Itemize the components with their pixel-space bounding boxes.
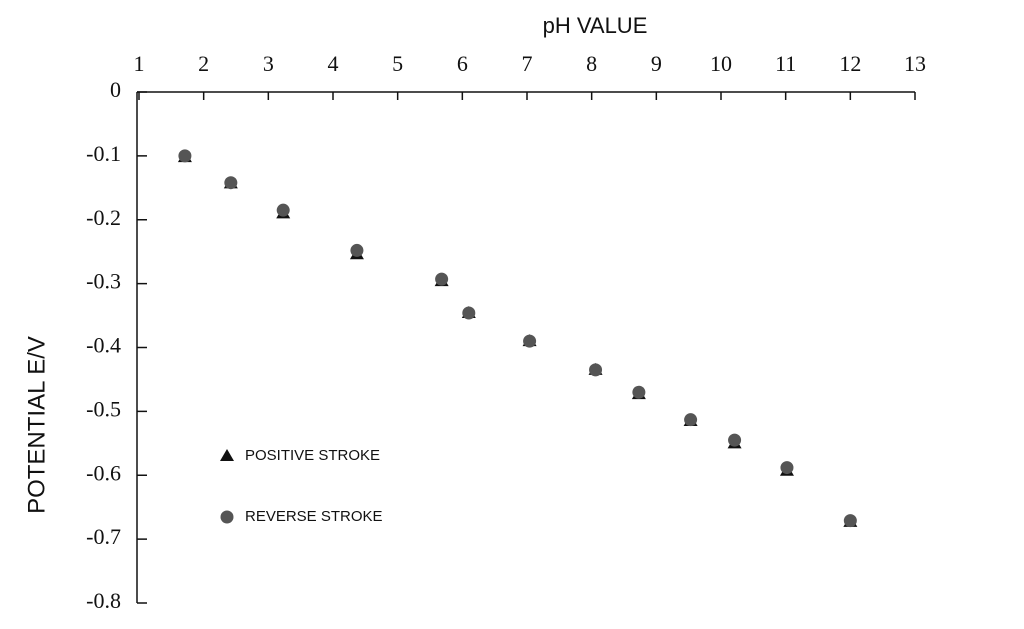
circle-marker [435,272,449,286]
y-tick-label: -0.7 [86,524,121,549]
circle-marker [178,149,192,163]
x-tick-label: 8 [586,51,597,76]
y-tick-label: -0.5 [86,396,121,421]
circle-marker [843,514,857,528]
y-tick-label: 0 [110,77,121,102]
legend-label: POSITIVE STROKE [245,447,380,464]
circle-marker [224,176,238,190]
circle-marker [684,413,698,427]
circle-marker [350,243,364,257]
circle-marker [276,203,290,217]
x-tick-label: 1 [134,51,145,76]
x-tick-label: 7 [522,51,533,76]
y-tick-label: -0.3 [86,269,121,294]
x-tick-label: 11 [775,51,796,76]
circle-marker [462,306,476,320]
x-tick-label: 5 [392,51,403,76]
y-tick-label: -0.8 [86,588,121,613]
y-axis-label: POTENTIAL E/V [23,336,50,514]
y-tick-label: -0.1 [86,141,121,166]
y-tick-label: -0.6 [86,460,121,485]
x-tick-label: 3 [263,51,274,76]
circle-marker [728,433,742,447]
y-tick-label: -0.4 [86,333,121,358]
x-tick-label: 9 [651,51,662,76]
y-tick-label: -0.2 [86,205,121,230]
circle-marker [632,385,646,399]
legend-label: REVERSE STROKE [245,508,383,525]
x-tick-label: 2 [198,51,209,76]
x-axis-label: pH VALUE [543,13,648,38]
x-tick-label: 4 [328,51,339,76]
triangle-marker [220,449,234,461]
circle-marker [589,363,603,377]
x-tick-label: 10 [710,51,732,76]
circle-marker [220,510,234,524]
circle-marker [780,461,794,475]
x-tick-label: 6 [457,51,468,76]
x-tick-label: 13 [904,51,926,76]
x-tick-label: 12 [839,51,861,76]
circle-marker [523,334,537,348]
